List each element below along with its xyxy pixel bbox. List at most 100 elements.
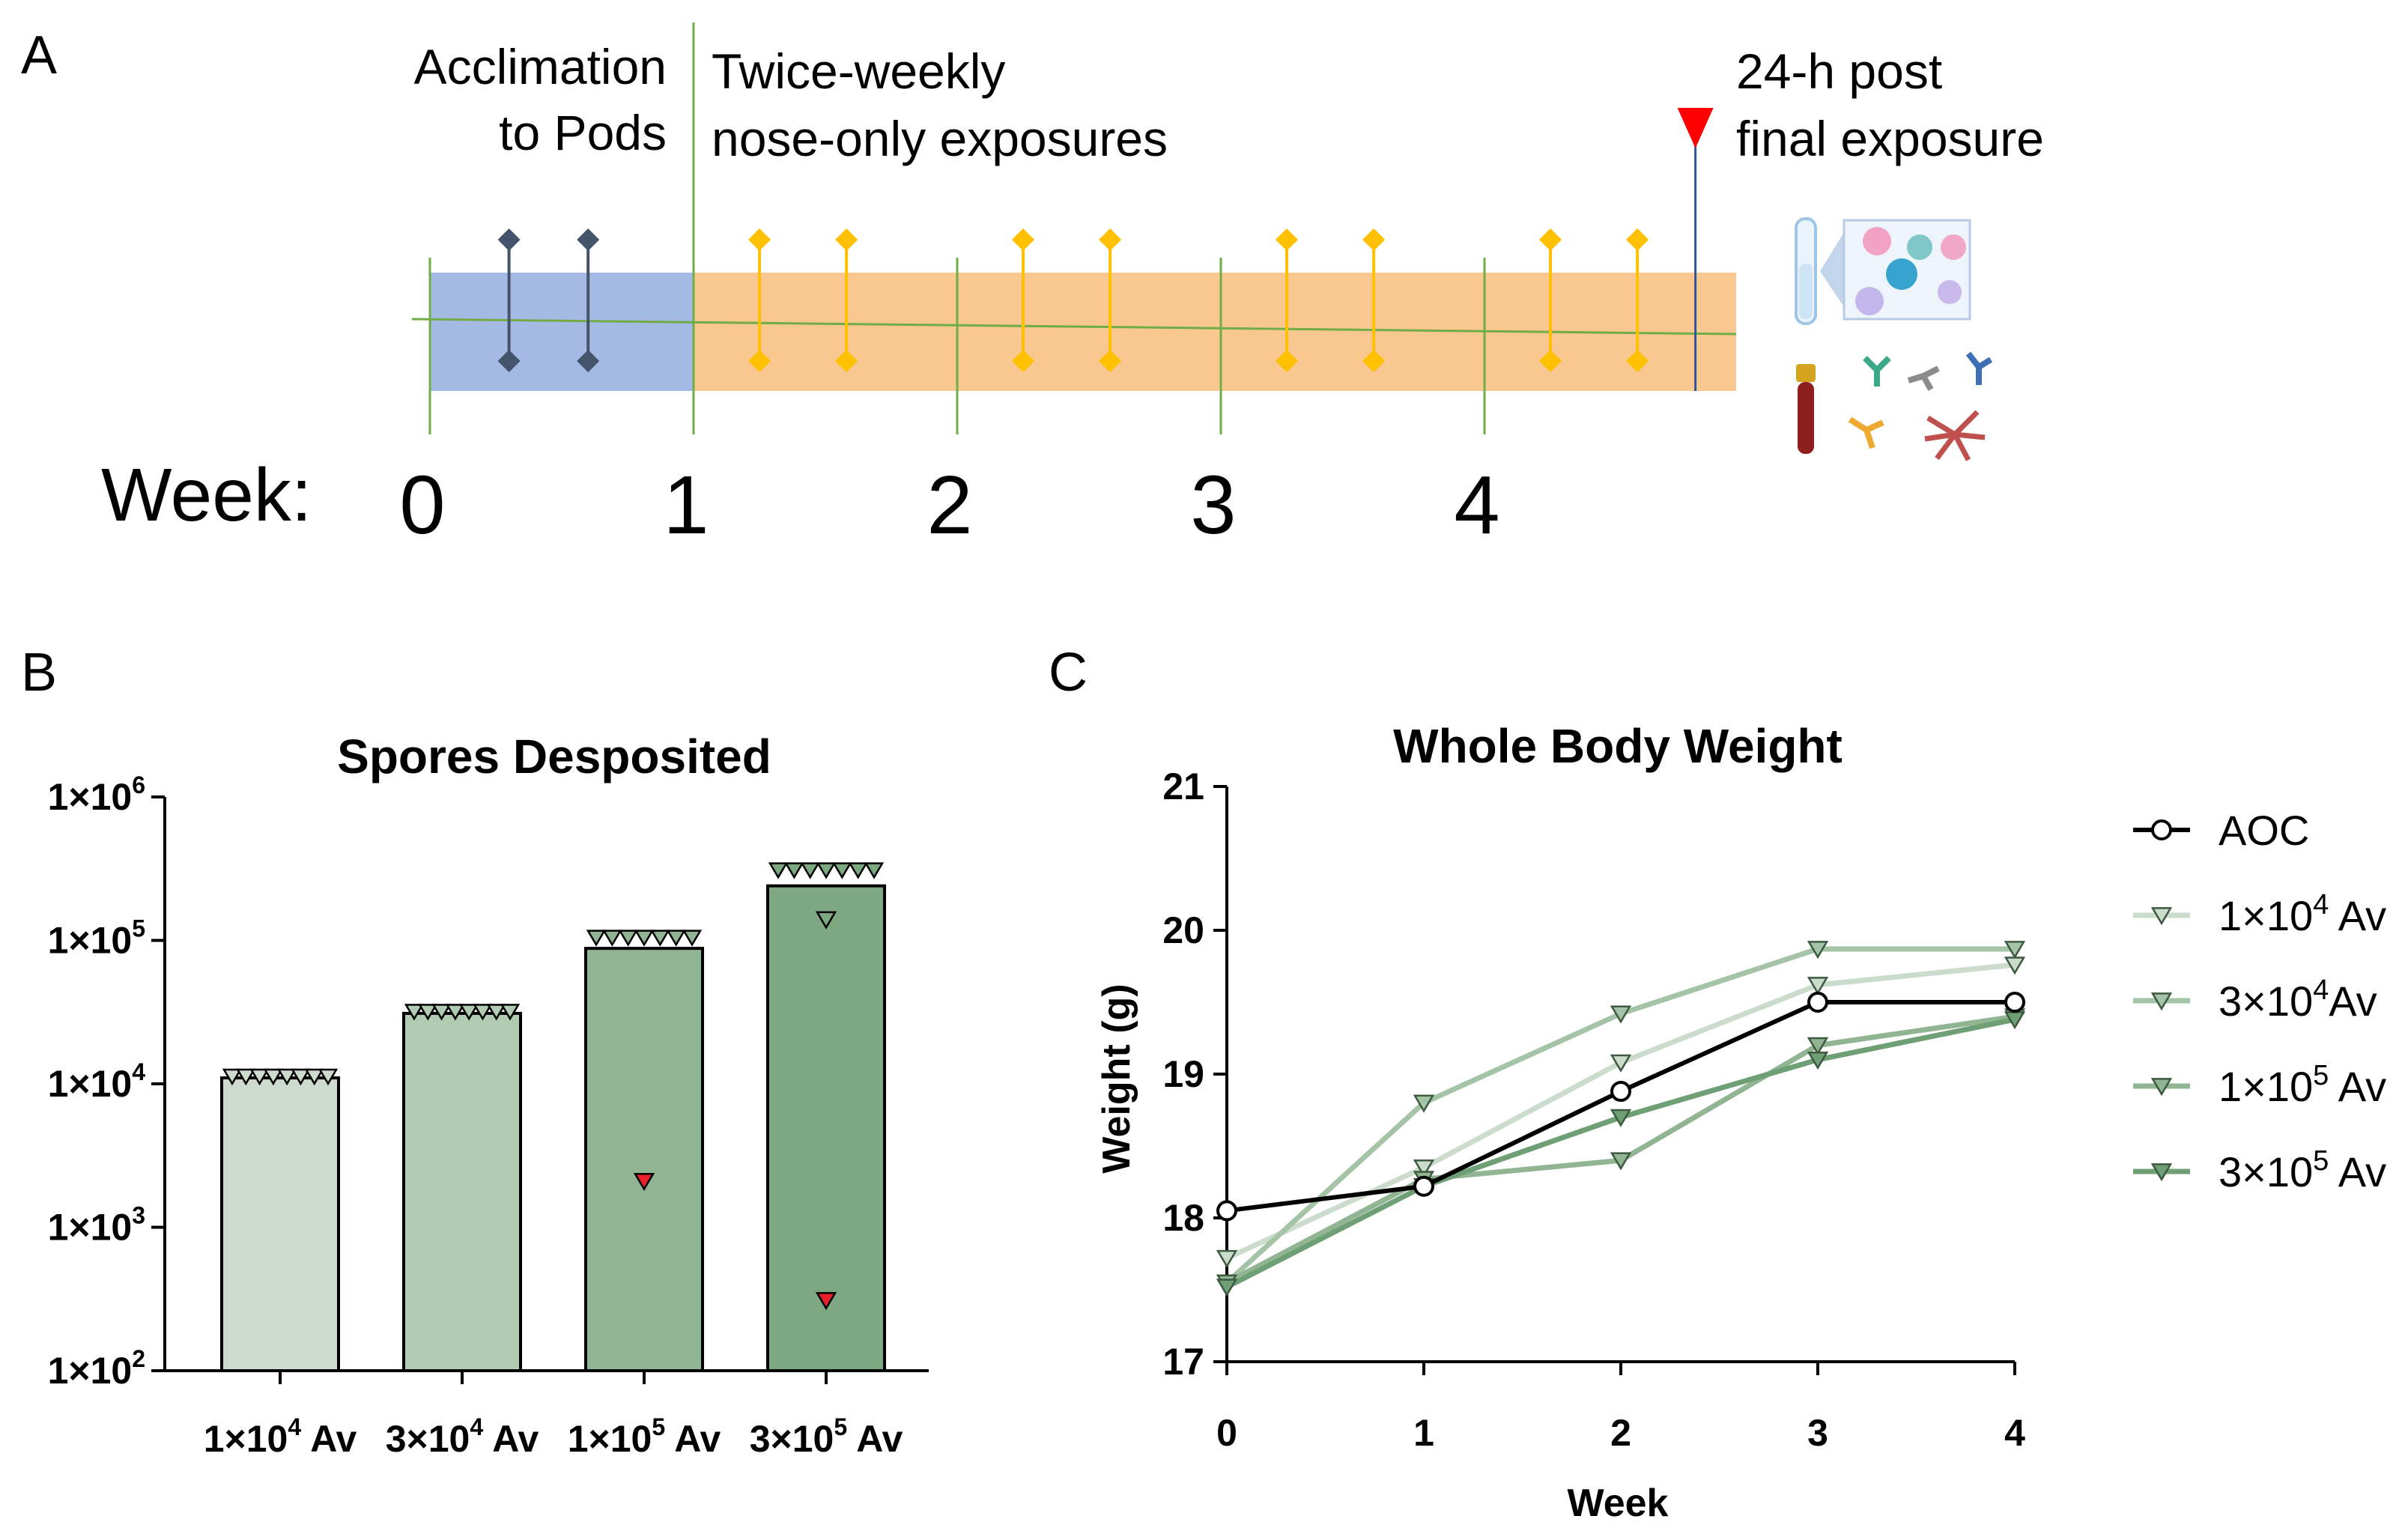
bar-outlier-point <box>633 1172 655 1192</box>
exposure-marker-top <box>1012 228 1034 251</box>
week-number-label: 4 <box>1454 459 1499 551</box>
bar-chart-y-tick-label: 1×102 <box>48 1345 145 1392</box>
legend-label: 3×104Av <box>2219 974 2377 1025</box>
acclimation-label-line2: to Pods <box>499 105 667 160</box>
bar-data-point <box>304 1068 324 1086</box>
series-point <box>1413 1094 1435 1113</box>
antibody-icons <box>1848 351 1993 461</box>
panel-letter-b: B <box>21 643 57 703</box>
series-point <box>1610 1109 1632 1127</box>
bar-data-point <box>431 1004 452 1021</box>
exposure-marker-bottom <box>748 350 771 372</box>
post-exposure-label-line2: final exposure <box>1736 111 2044 166</box>
exposure-marker-bottom <box>1362 350 1386 372</box>
bar-chart-x-tick-label: 1×104 Av <box>204 1413 357 1460</box>
bar-data-point <box>682 930 703 947</box>
week-number-label: 0 <box>399 459 445 551</box>
acclimation-label-line1: Acclimation <box>414 39 667 94</box>
acclimation-marker-top <box>577 228 600 251</box>
exposure-marker-top <box>1539 228 1562 251</box>
bar-chart-y-tick-label-mantissa: 1×10 <box>48 776 133 818</box>
line-chart-axes <box>1225 786 2015 1363</box>
bar-chart-y-tick-label-exponent: 3 <box>132 1202 145 1229</box>
series-point <box>1610 1081 1631 1103</box>
week-number-label: 3 <box>1190 459 1236 551</box>
timeline-week-gridlines <box>411 22 1737 434</box>
legend-label-mantissa: 1×10 <box>2219 892 2313 939</box>
sample-collection-illustration <box>1795 217 1993 461</box>
week-axis-word: Week: <box>101 453 312 537</box>
bar-chart-y-tick-label-mantissa: 1×10 <box>48 920 133 962</box>
legend-label-exponent: 4 <box>2313 889 2329 921</box>
legend-marker <box>2150 1078 2173 1097</box>
bar-chart-x-tick-label-mantissa: 1×10 <box>204 1418 288 1460</box>
bar-chart-y-tick-label-mantissa: 1×10 <box>48 1350 133 1392</box>
series-point <box>2004 941 2026 959</box>
bar-data-point <box>848 862 868 879</box>
bar-data-point <box>291 1068 311 1086</box>
line-chart-x-tick-label: 0 <box>1216 1412 1237 1454</box>
bar <box>584 947 704 1372</box>
spores-deposited-chart: B Spores Desposited 1×1021×1031×1041×105… <box>21 643 929 1460</box>
legend-label-suffix: Av <box>2329 1063 2386 1110</box>
bar-chart-x-tick-label-mantissa: 1×10 <box>568 1418 652 1460</box>
bar-chart-x-tick-label: 3×104 Av <box>386 1413 539 1460</box>
legend-label: AOC <box>2219 807 2309 854</box>
final-exposure-triangle <box>1677 108 1714 148</box>
series-point <box>1610 1054 1632 1073</box>
line-chart-x-axis: 0 1 2 3 4 <box>1216 1362 2025 1454</box>
bar-chart-x-tick-label-suffix: Av <box>483 1418 539 1460</box>
post-exposure-label-line1: 24-h post <box>1736 43 1942 99</box>
exposure-marker-bottom <box>835 350 858 372</box>
bar-chart-x-tick-label-suffix: Av <box>301 1418 357 1460</box>
bar-data-point <box>832 862 852 879</box>
bar-data-point <box>222 1068 243 1086</box>
acclimation-marker-bottom <box>577 350 600 372</box>
legend-label-suffix: Av <box>2329 892 2386 939</box>
legend-marker <box>2150 992 2173 1011</box>
timeline-panel: A Acclimation to Pods Twice-weekly nose-… <box>21 22 2044 551</box>
line-chart-y-label: Weight (g) <box>1095 983 1138 1173</box>
legend-marker <box>2150 907 2173 926</box>
line-chart-x-tick-label: 4 <box>2004 1412 2025 1454</box>
bar-chart-x-tick-label-exponent: 4 <box>470 1413 483 1440</box>
bar-chart-axes <box>163 797 929 1372</box>
bar-data-point <box>445 1004 466 1021</box>
bar-data-point <box>418 1004 438 1021</box>
week-number-label: 1 <box>663 459 709 551</box>
bar-data-point <box>618 930 638 947</box>
legend-label-exponent: 5 <box>2313 1060 2329 1091</box>
legend-marker <box>2150 1163 2173 1182</box>
panel-letter-a: A <box>21 25 57 85</box>
line-chart-x-tick-label: 3 <box>1807 1412 1828 1454</box>
bar-chart-x-axis: 1×104 Av 3×104 Av 1×105 Av 3×105 Av <box>204 1371 903 1460</box>
exposure-marker-bottom <box>1539 350 1562 372</box>
legend-label-mantissa: 3×10 <box>2219 977 2313 1025</box>
line-chart-y-axis: 17 18 19 20 21 <box>1162 766 1227 1383</box>
bar-chart-x-tick-label-exponent: 5 <box>652 1413 665 1440</box>
series-point <box>1807 1037 1829 1055</box>
bar-data-point <box>458 1004 479 1021</box>
bar-chart-y-tick-label-exponent: 4 <box>132 1058 145 1085</box>
bar-chart-y-tick-label: 1×105 <box>48 915 145 962</box>
series-point <box>1216 1249 1238 1269</box>
bar-chart-y-tick-label: 1×103 <box>48 1202 145 1249</box>
exposure-marker-top <box>1362 228 1386 251</box>
exposure-label-line1: Twice-weekly <box>712 43 1005 99</box>
series-point <box>1807 941 1829 959</box>
series-point <box>1610 1152 1632 1171</box>
line-chart-title: Whole Body Weight <box>1393 719 1843 773</box>
bar-data-point <box>634 930 655 947</box>
exposure-marker-top <box>1099 228 1122 251</box>
series-point <box>1807 1051 1829 1070</box>
bar-chart-y-tick-label: 1×104 <box>48 1058 146 1105</box>
exposure-marker-top <box>835 228 858 251</box>
acclimation-marker-top <box>497 228 521 251</box>
exposure-marker-bottom <box>1012 350 1034 372</box>
bar-chart-x-tick-label: 3×105 Av <box>750 1413 903 1460</box>
bar-data-point <box>666 930 686 947</box>
bar-data-point <box>650 930 670 947</box>
bar-chart-x-tick-label-mantissa: 3×10 <box>386 1418 470 1460</box>
bar <box>766 884 886 1372</box>
